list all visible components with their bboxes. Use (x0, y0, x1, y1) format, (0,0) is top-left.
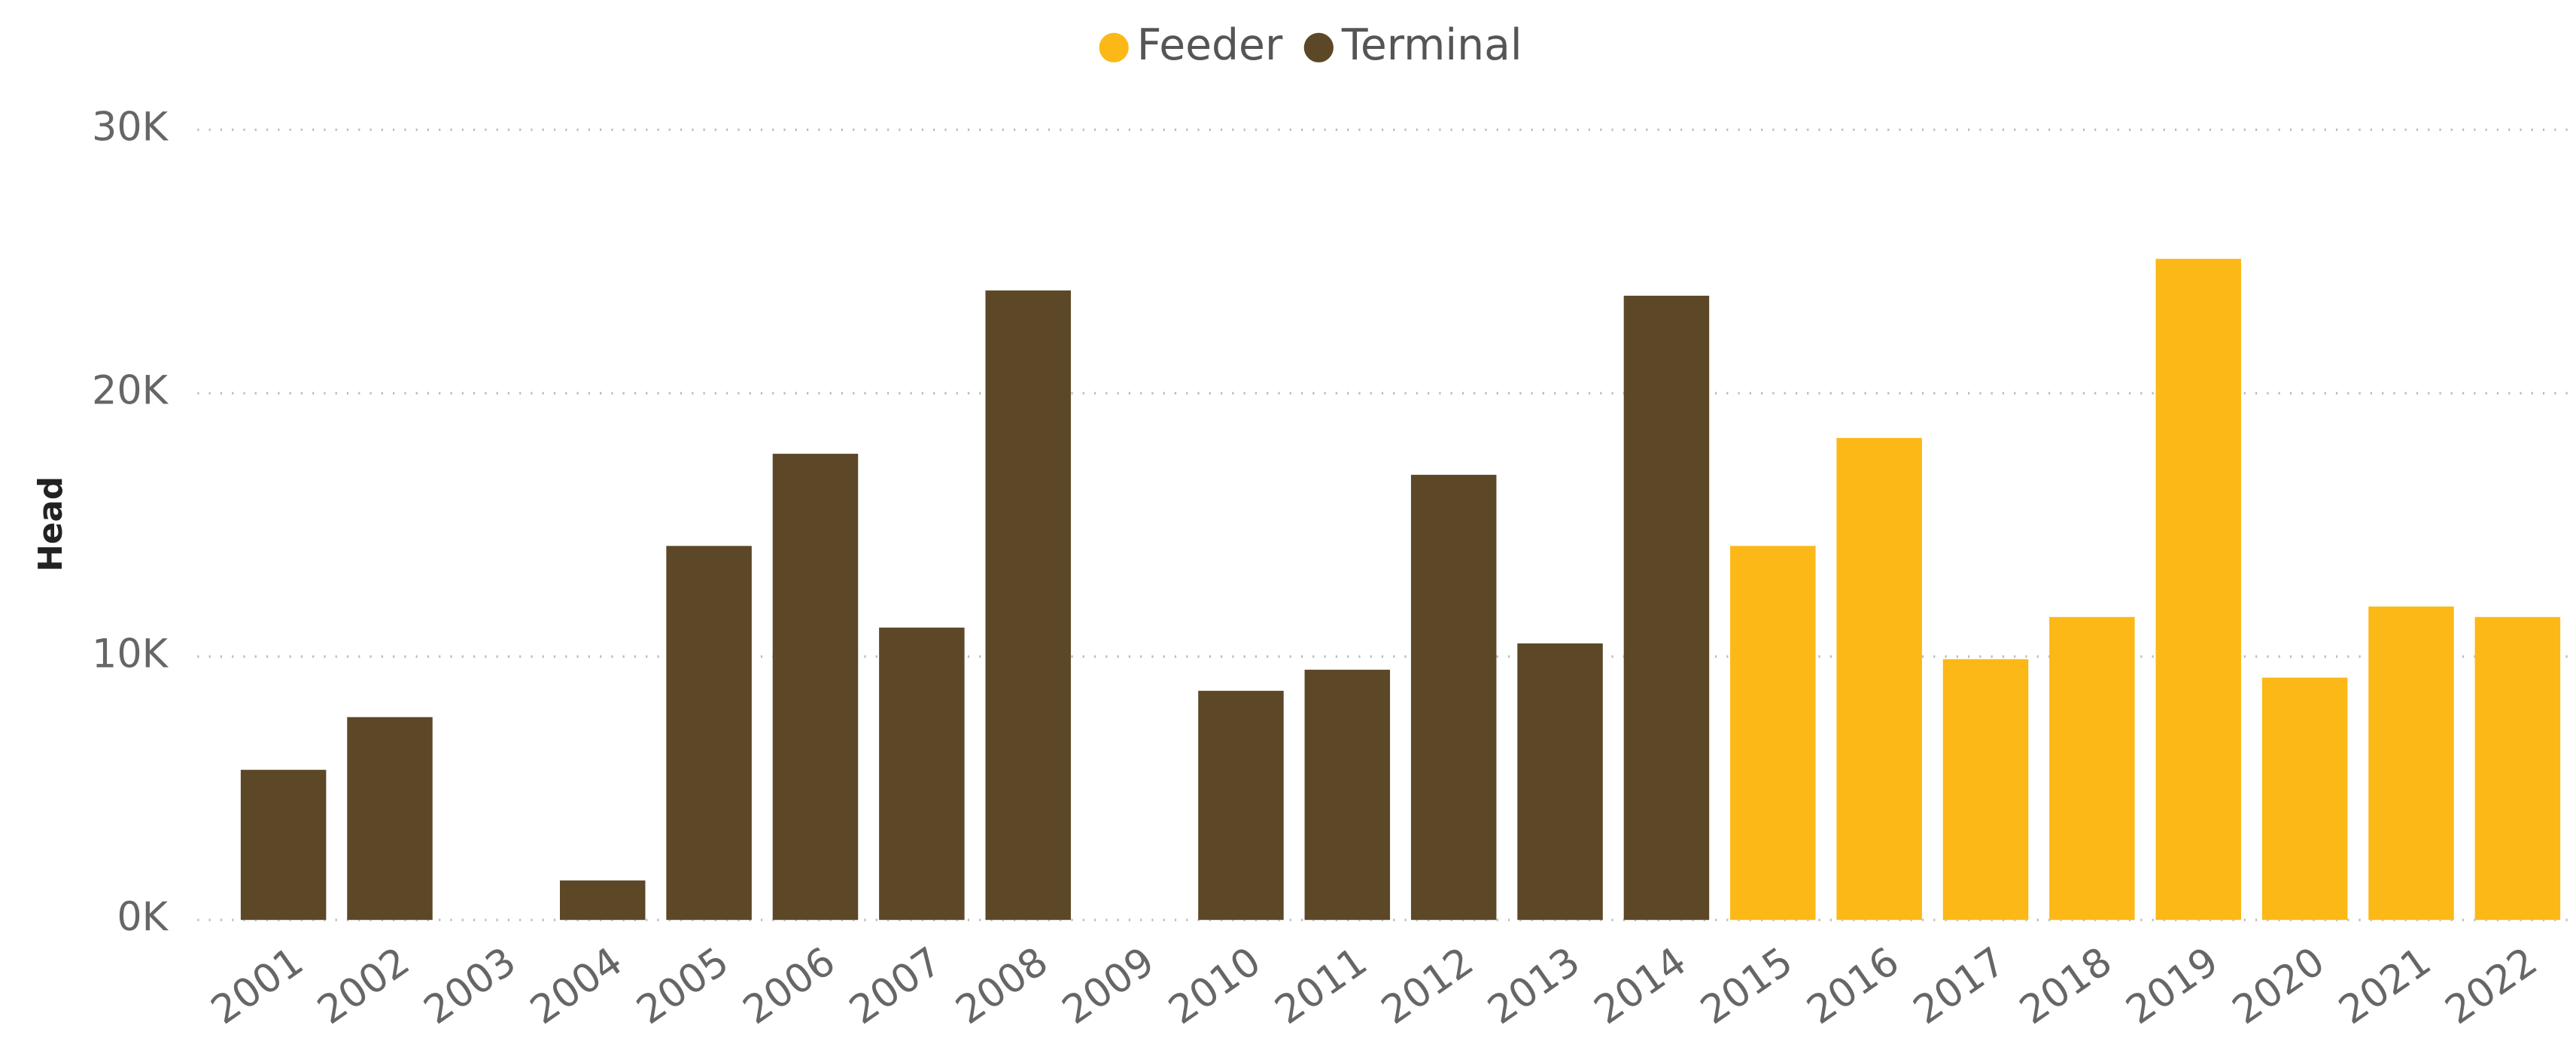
bar (1198, 690, 1284, 921)
x-tick-label: 2002 (309, 939, 418, 1033)
bar (2261, 677, 2348, 921)
bar (1942, 659, 2029, 921)
bar (2474, 616, 2561, 921)
bar (985, 290, 1071, 921)
y-axis-title: Head (32, 476, 70, 572)
bar (1410, 474, 1497, 921)
x-tick-label: 2007 (841, 939, 950, 1033)
x-tick-label: 2022 (2438, 939, 2546, 1033)
x-tick-label: 2010 (1160, 939, 1269, 1033)
y-tick-label: 10K (92, 631, 169, 677)
legend-marker (1099, 32, 1129, 62)
x-tick-label: 2020 (2225, 939, 2333, 1033)
x-tick-label: 2004 (522, 939, 631, 1033)
bar (879, 627, 965, 921)
x-tick-label: 2001 (203, 939, 312, 1033)
x-tick-label: 2005 (628, 939, 737, 1033)
legend-label: Feeder (1137, 20, 1283, 70)
bar (2155, 258, 2242, 921)
x-tick-label: 2021 (2331, 939, 2439, 1033)
bar (1623, 295, 1710, 921)
x-tick-label: 2018 (2012, 939, 2120, 1033)
bar (2049, 616, 2135, 921)
x-tick-label: 2014 (1586, 939, 1695, 1033)
bar (1730, 546, 1816, 921)
bar (666, 546, 752, 921)
x-tick-label: 2011 (1267, 939, 1375, 1033)
bar (2368, 606, 2454, 921)
x-tick-label: 2006 (735, 939, 844, 1033)
x-tick-label: 2003 (416, 939, 525, 1033)
y-tick-label: 0K (117, 894, 169, 940)
y-tick-label: 30K (92, 104, 169, 150)
bar (1836, 437, 1922, 921)
bar (1304, 669, 1391, 921)
bar (772, 453, 859, 921)
y-tick-label: 20K (92, 367, 169, 413)
x-tick-label: 2017 (1905, 939, 2014, 1033)
x-tick-label: 2019 (2118, 939, 2226, 1033)
bar (347, 717, 433, 921)
legend-marker (1303, 32, 1334, 62)
legend-label: Terminal (1341, 20, 1522, 70)
x-tick-label: 2013 (1480, 939, 1588, 1033)
x-tick-label: 2012 (1373, 939, 1482, 1033)
x-tick-label: 2009 (1054, 939, 1163, 1033)
x-tick-label: 2016 (1799, 939, 1907, 1033)
bar (559, 880, 646, 921)
x-tick-label: 2008 (947, 939, 1056, 1033)
bar (240, 769, 327, 921)
bar (1517, 643, 1603, 921)
x-tick-label: 2015 (1692, 939, 1801, 1033)
